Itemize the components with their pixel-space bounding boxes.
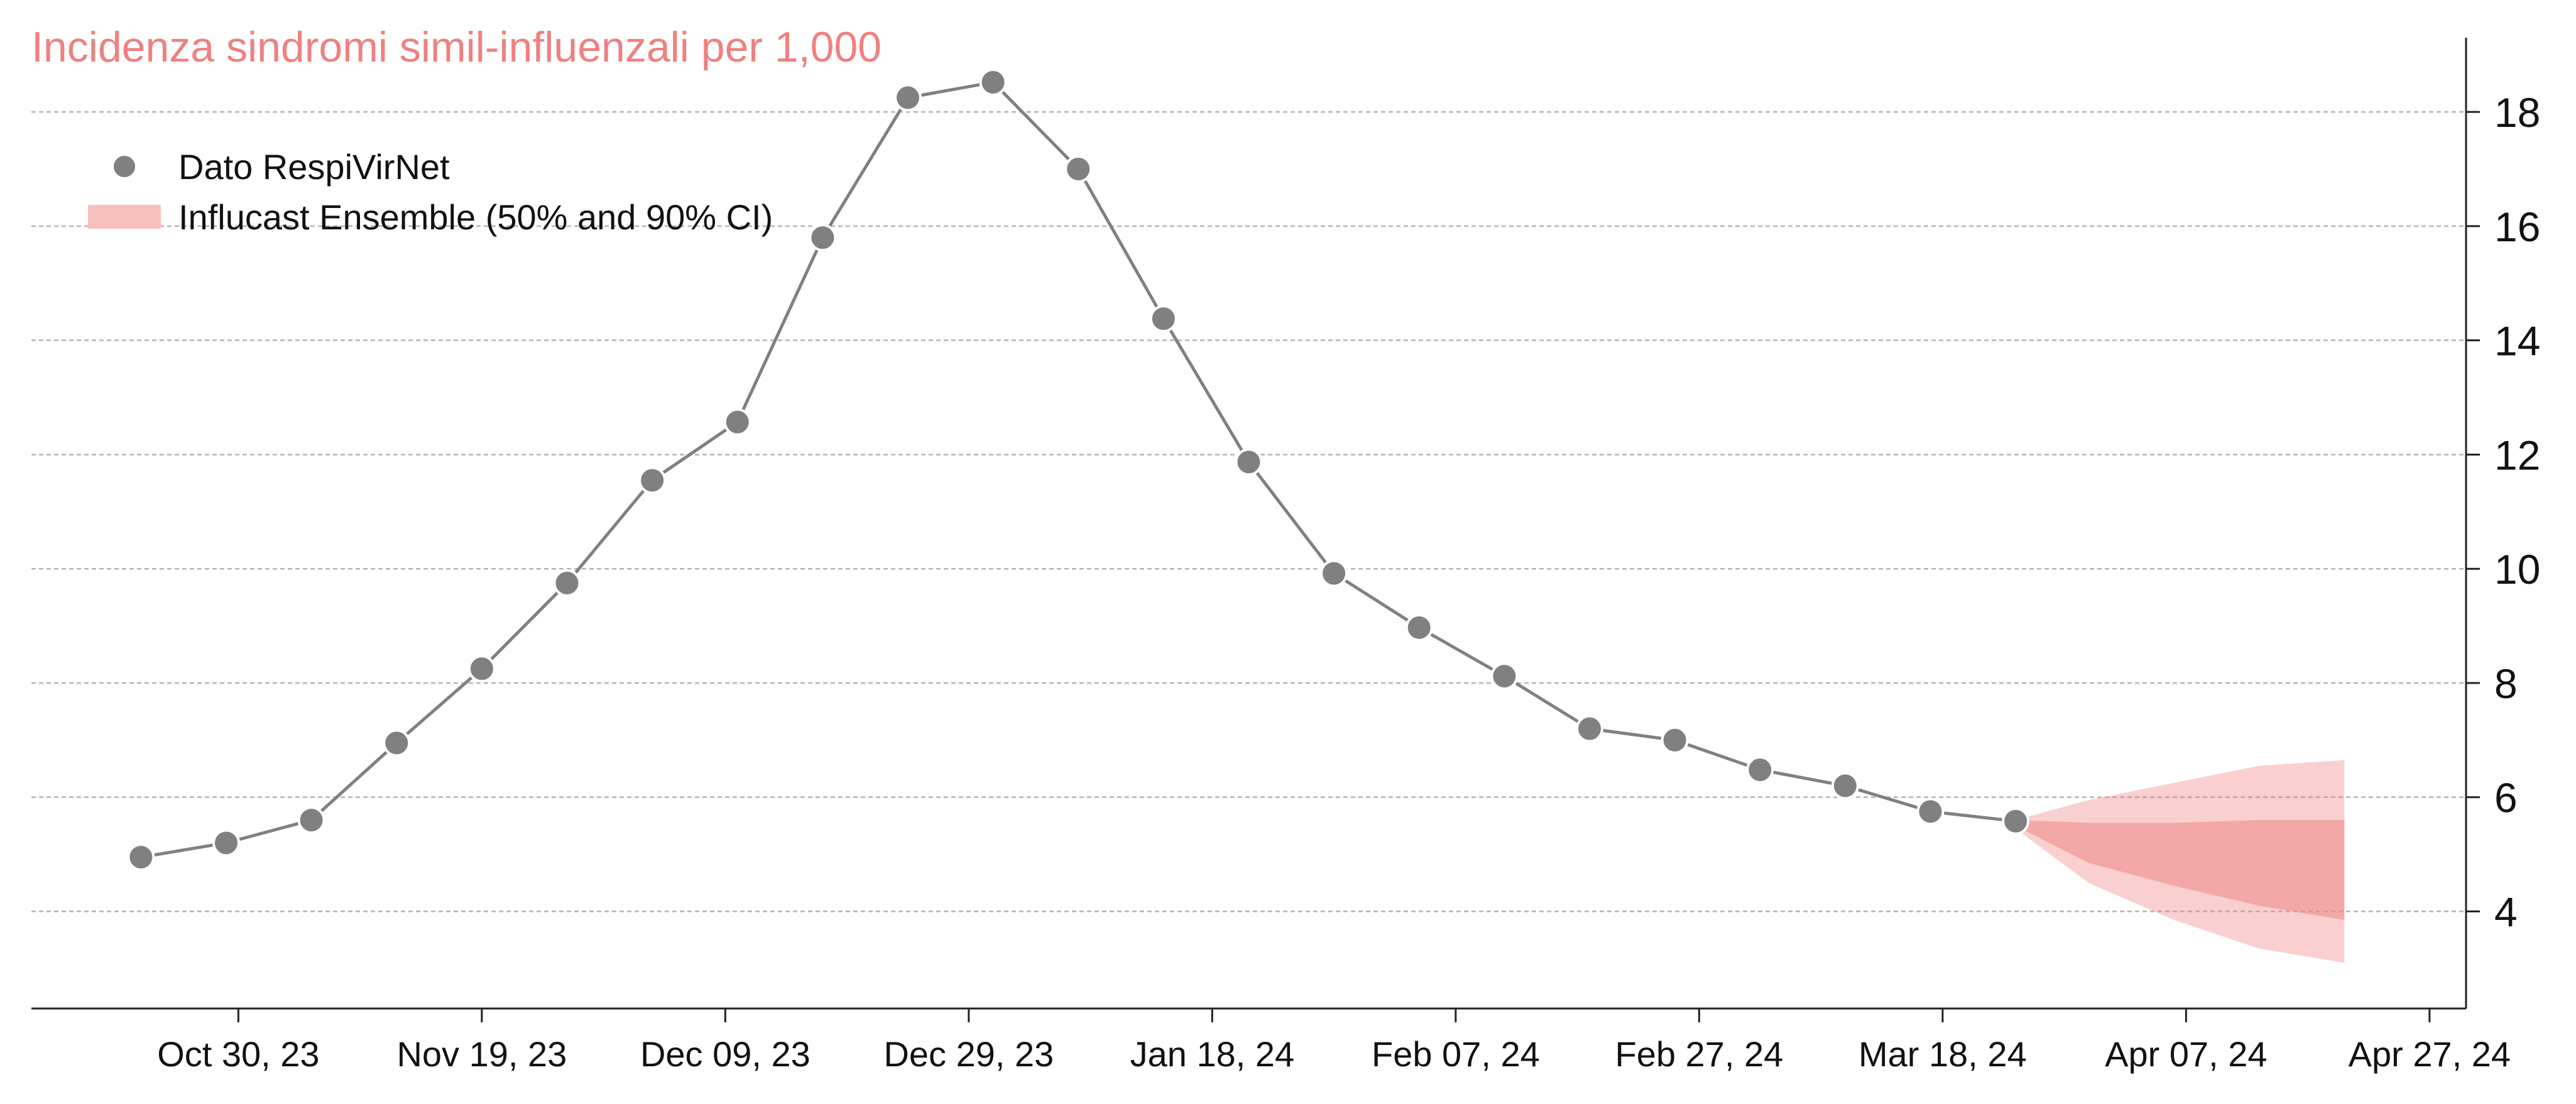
data-point — [1661, 726, 1689, 754]
data-point — [212, 829, 240, 857]
forecast-band-50 — [2016, 820, 2345, 921]
y-tick-label-8: 8 — [2494, 660, 2518, 707]
legend-label-observed: Dato RespiVirNet — [178, 146, 450, 187]
data-point — [979, 68, 1007, 96]
data-point — [553, 569, 581, 597]
data-point — [1064, 155, 1093, 183]
legend-item-forecast: Influcast Ensemble (50% and 90% CI) — [88, 192, 773, 242]
data-point — [1149, 305, 1177, 333]
forecast-bands — [2016, 760, 2345, 963]
x-tick-label: Feb 07, 24 — [1372, 1034, 1540, 1074]
x-tick-label: Apr 07, 24 — [2105, 1034, 2267, 1074]
data-point — [1235, 448, 1263, 476]
data-point — [2002, 807, 2030, 835]
data-point — [1916, 797, 1945, 826]
y-tick-label-18: 18 — [2494, 89, 2540, 136]
grid-lines — [31, 111, 2466, 912]
x-tick-label: Feb 27, 24 — [1615, 1034, 1784, 1074]
chart-title: Incidenza sindromi simil-influenzali per… — [31, 23, 882, 71]
y-tick-label-12: 12 — [2494, 432, 2540, 478]
data-point — [1576, 714, 1603, 743]
data-point — [1320, 559, 1348, 588]
legend-label-forecast: Influcast Ensemble (50% and 90% CI) — [178, 197, 773, 237]
x-tick-label: Oct 30, 23 — [157, 1034, 319, 1074]
y-tick-label-6: 6 — [2494, 775, 2518, 821]
data-point — [638, 466, 667, 495]
observed-points — [127, 68, 2030, 872]
y-tick-label-14: 14 — [2494, 318, 2540, 364]
x-tick-label: Mar 18, 24 — [1858, 1034, 2027, 1074]
legend-marker-forecast — [88, 205, 161, 229]
data-point — [1831, 772, 1859, 800]
x-tick-label: Nov 19, 23 — [396, 1034, 567, 1074]
data-point — [809, 224, 837, 252]
x-tick-label: Apr 27, 24 — [2349, 1034, 2511, 1074]
data-point — [723, 408, 751, 436]
legend: Dato RespiVirNet Influcast Ensemble (50%… — [88, 141, 773, 242]
data-point — [127, 843, 155, 872]
legend-marker-observed — [112, 154, 137, 179]
axes: 4 6 8 10 12 14 16 18 Oct 30, 23 Nov 19, 23 Dec 09,… — [31, 38, 2540, 1074]
y-tick-label-16: 16 — [2494, 204, 2540, 250]
data-point — [467, 655, 496, 683]
data-point — [1405, 613, 1433, 642]
legend-item-observed: Dato RespiVirNet — [88, 141, 773, 192]
data-point — [1746, 756, 1774, 784]
y-tick-label-4: 4 — [2494, 889, 2518, 936]
data-point — [1490, 662, 1519, 691]
data-point — [894, 84, 922, 112]
x-tick-label: Jan 18, 24 — [1130, 1034, 1295, 1074]
data-point — [383, 729, 411, 757]
x-tick-label: Dec 29, 23 — [883, 1034, 1054, 1074]
y-tick-label-10: 10 — [2494, 546, 2540, 593]
x-tick-label: Dec 09, 23 — [640, 1034, 810, 1074]
data-point — [297, 806, 325, 834]
